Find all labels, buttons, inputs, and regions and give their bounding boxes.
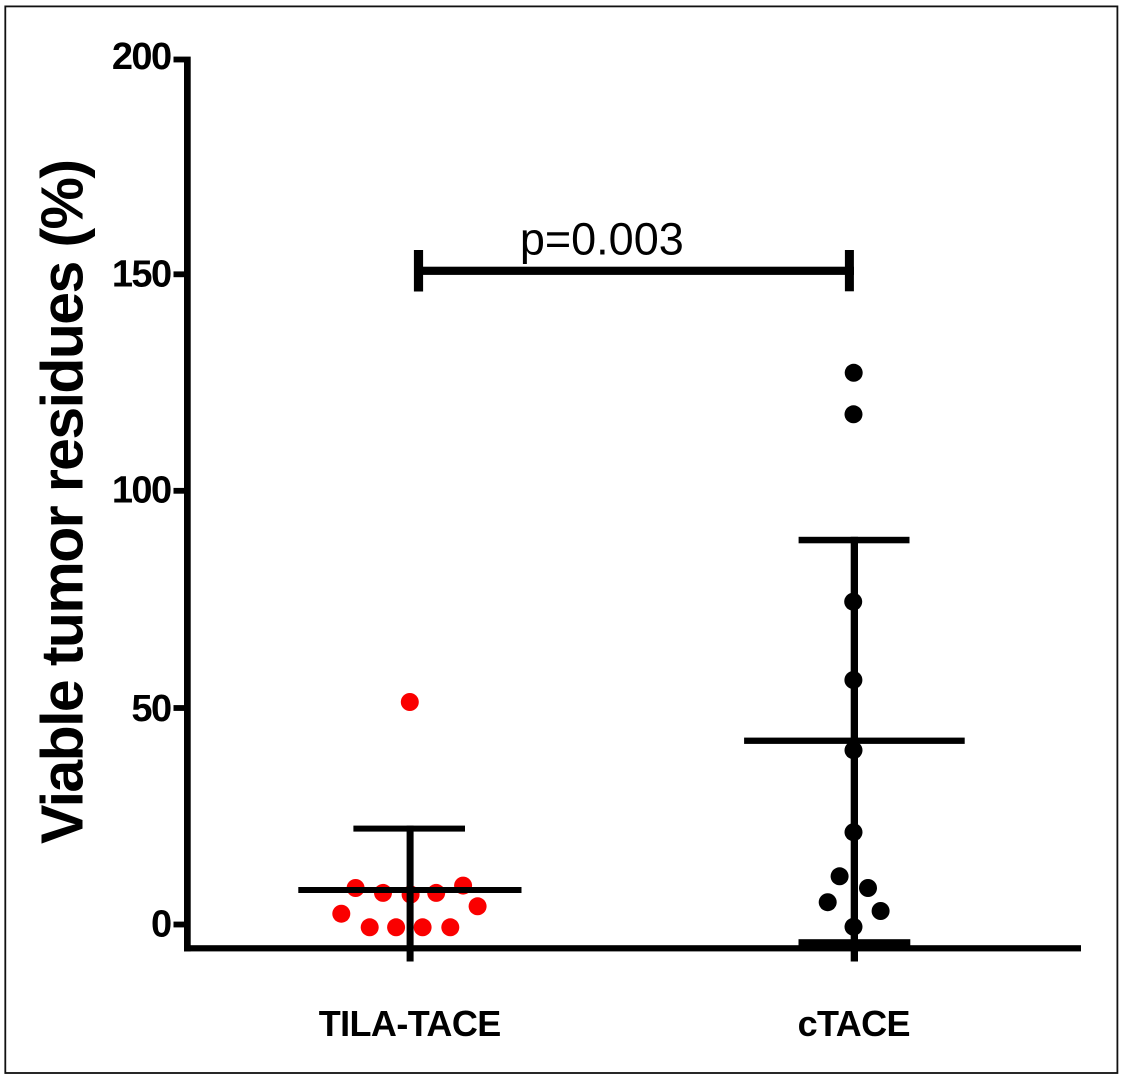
svg-text:100: 100	[112, 469, 171, 511]
svg-text:p=0.003: p=0.003	[520, 214, 684, 265]
svg-text:200: 200	[112, 36, 171, 78]
svg-text:cTACE: cTACE	[798, 1003, 910, 1044]
svg-text:TILA-TACE: TILA-TACE	[319, 1003, 501, 1044]
svg-text:Viable tumor residues (%): Viable tumor residues (%)	[30, 161, 96, 845]
svg-text:150: 150	[112, 253, 171, 295]
svg-text:50: 50	[131, 688, 171, 730]
svg-text:0: 0	[151, 904, 171, 946]
